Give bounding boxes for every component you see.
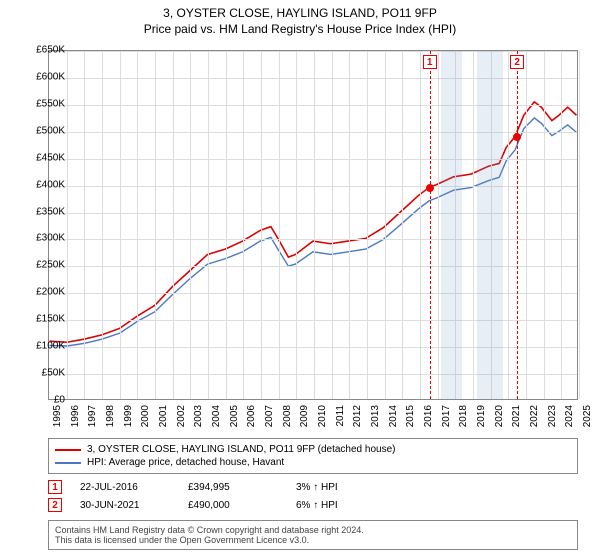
x-axis-label: 2000 [140, 405, 151, 427]
x-axis-label: 1998 [105, 405, 116, 427]
x-axis-label: 2010 [317, 405, 328, 427]
transaction-price: £394,995 [188, 482, 278, 493]
y-axis-label: £500K [25, 125, 65, 136]
x-axis-label: 2019 [476, 405, 487, 427]
x-axis-label: 2024 [564, 405, 575, 427]
legend-label: 3, OYSTER CLOSE, HAYLING ISLAND, PO11 9F… [87, 444, 395, 455]
footer-line-2: This data is licensed under the Open Gov… [55, 535, 571, 545]
x-axis-label: 2018 [458, 405, 469, 427]
marker-label: 1 [423, 55, 437, 69]
legend-swatch [55, 462, 81, 464]
y-axis-label: £350K [25, 206, 65, 217]
marker-dot [513, 133, 521, 141]
transaction-delta: 3% ↑ HPI [296, 482, 386, 493]
transaction-marker: 1 [48, 480, 62, 494]
y-axis-label: £550K [25, 98, 65, 109]
x-axis-label: 2006 [246, 405, 257, 427]
legend-item: HPI: Average price, detached house, Hava… [55, 456, 571, 469]
y-axis-label: £650K [25, 45, 65, 56]
legend-label: HPI: Average price, detached house, Hava… [87, 457, 284, 468]
x-axis-label: 2020 [494, 405, 505, 427]
transaction-delta: 6% ↑ HPI [296, 500, 386, 511]
y-axis-label: £0 [25, 395, 65, 406]
x-axis-label: 2008 [282, 405, 293, 427]
x-axis-label: 2007 [264, 405, 275, 427]
transaction-marker: 2 [48, 498, 62, 512]
y-axis-label: £450K [25, 152, 65, 163]
x-axis-label: 2002 [176, 405, 187, 427]
legend-swatch [55, 449, 81, 451]
x-axis-label: 2001 [158, 405, 169, 427]
x-axis-label: 1999 [123, 405, 134, 427]
y-axis-label: £150K [25, 314, 65, 325]
marker-line [430, 51, 431, 399]
y-axis-label: £250K [25, 260, 65, 271]
x-axis-label: 2003 [193, 405, 204, 427]
x-axis-label: 1995 [52, 405, 63, 427]
y-axis-label: £300K [25, 233, 65, 244]
x-axis-label: 2021 [511, 405, 522, 427]
x-axis-label: 1997 [87, 405, 98, 427]
x-axis-label: 2013 [370, 405, 381, 427]
x-axis-label: 2005 [229, 405, 240, 427]
y-axis-label: £200K [25, 287, 65, 298]
y-axis-label: £400K [25, 179, 65, 190]
x-axis-label: 2025 [582, 405, 593, 427]
x-axis-label: 2009 [299, 405, 310, 427]
x-axis-label: 2023 [547, 405, 558, 427]
transaction-row: 1 22-JUL-2016 £394,995 3% ↑ HPI [48, 478, 578, 496]
marker-line [517, 51, 518, 399]
marker-dot [426, 184, 434, 192]
y-axis-label: £50K [25, 368, 65, 379]
plot-area: 12 [48, 50, 578, 400]
shaded-band [477, 51, 504, 399]
footer-line-1: Contains HM Land Registry data © Crown c… [55, 525, 571, 535]
chart-title: 3, OYSTER CLOSE, HAYLING ISLAND, PO11 9F… [0, 0, 600, 20]
transaction-price: £490,000 [188, 500, 278, 511]
transaction-row: 2 30-JUN-2021 £490,000 6% ↑ HPI [48, 496, 578, 514]
x-axis-label: 2012 [352, 405, 363, 427]
marker-label: 2 [510, 55, 524, 69]
x-axis-label: 2004 [211, 405, 222, 427]
y-axis-label: £100K [25, 341, 65, 352]
x-axis-label: 2016 [423, 405, 434, 427]
x-axis-label: 2022 [529, 405, 540, 427]
x-axis-label: 2015 [405, 405, 416, 427]
y-axis-label: £600K [25, 71, 65, 82]
transaction-date: 30-JUN-2021 [80, 500, 170, 511]
chart-container: 3, OYSTER CLOSE, HAYLING ISLAND, PO11 9F… [0, 0, 600, 560]
x-axis-label: 2014 [388, 405, 399, 427]
legend-box: 3, OYSTER CLOSE, HAYLING ISLAND, PO11 9F… [48, 438, 578, 474]
transaction-table: 1 22-JUL-2016 £394,995 3% ↑ HPI 2 30-JUN-2021… [48, 478, 578, 514]
x-axis-label: 2011 [335, 405, 346, 427]
chart-subtitle: Price paid vs. HM Land Registry's House … [0, 20, 600, 36]
legend-item: 3, OYSTER CLOSE, HAYLING ISLAND, PO11 9F… [55, 443, 571, 456]
footer-box: Contains HM Land Registry data © Crown c… [48, 520, 578, 550]
x-axis-label: 2017 [441, 405, 452, 427]
shaded-band [441, 51, 462, 399]
x-axis-label: 1996 [70, 405, 81, 427]
transaction-date: 22-JUL-2016 [80, 482, 170, 493]
